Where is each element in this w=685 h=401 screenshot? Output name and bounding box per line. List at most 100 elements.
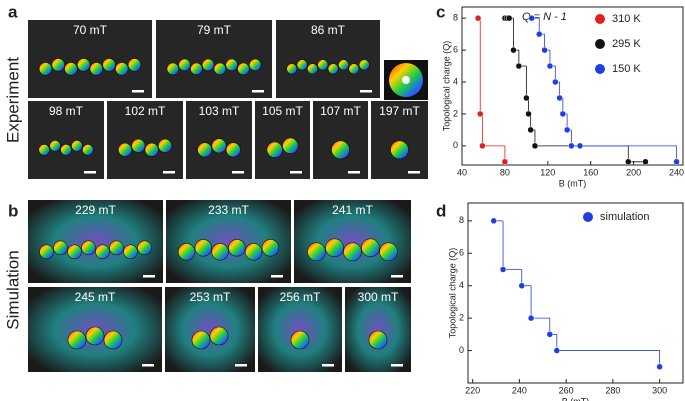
data-point (531, 142, 539, 150)
image-tile: 70 mT (28, 20, 152, 98)
x-tick-label: 240 (669, 167, 684, 177)
image-label: 233 mT (208, 203, 249, 217)
y-tick-label: 0 (459, 345, 464, 355)
skyrmion (115, 62, 129, 76)
data-point (576, 142, 584, 150)
skyrmion (102, 58, 116, 72)
skyrmion (131, 138, 146, 153)
skyrmion (306, 63, 318, 75)
skyrmion (194, 239, 213, 257)
data-point (528, 14, 535, 22)
image (28, 200, 163, 283)
scale-bar (348, 171, 360, 174)
data-point (525, 110, 532, 118)
image-tile: 102 mT (107, 101, 183, 179)
image-label: 79 mT (197, 23, 232, 37)
image-label: 102 mT (125, 104, 166, 118)
skyrmion (307, 242, 326, 262)
x-axis-title: B (mT) (562, 396, 590, 401)
image-label: 98 mT (49, 104, 84, 118)
data-point (535, 30, 543, 38)
skyrmion (177, 243, 196, 261)
x-tick-label: 260 (559, 385, 574, 395)
image-label: 229 mT (75, 203, 116, 217)
image-label: 253 mT (190, 290, 231, 304)
skyrmion (190, 62, 203, 75)
image-tile: 253 mT (165, 287, 255, 372)
data-point (568, 142, 575, 150)
panel-label: b (8, 201, 18, 220)
skyrmion (358, 59, 370, 71)
scale-bar (391, 275, 403, 278)
y-tick-label: 2 (459, 313, 464, 323)
skyrmion (327, 63, 339, 75)
image-label: 256 mT (280, 290, 321, 304)
x-tick-label: 40 (457, 167, 467, 177)
skyrmion (282, 137, 299, 154)
image-tile: 197 mT (371, 101, 428, 179)
skyrmion (286, 63, 298, 75)
x-tick-label: 80 (500, 167, 510, 177)
image-label: 197 mT (379, 104, 420, 118)
scale-bar (143, 275, 155, 278)
legend-label: 310 K (612, 13, 641, 25)
skyrmion (343, 242, 362, 262)
skyrmion (228, 239, 246, 257)
scale-bar (232, 171, 244, 174)
scale-bar (235, 364, 247, 367)
image-label: 70 mT (73, 23, 108, 37)
scale-bar (408, 171, 420, 174)
skyrmion (67, 330, 87, 350)
skyrmion (368, 330, 388, 350)
data-point (625, 158, 632, 166)
image-label: 103 mT (199, 104, 240, 118)
image-tile: 107 mT (313, 101, 368, 179)
skyrmion (211, 138, 227, 154)
data-point (552, 78, 559, 86)
row-label: Experiment (3, 57, 22, 143)
data-point (546, 331, 554, 338)
skyrmion (127, 58, 142, 72)
x-tick-label: 220 (465, 385, 480, 395)
scale-bar (132, 90, 144, 93)
skyrmion (201, 58, 215, 71)
skyrmion (53, 240, 68, 256)
skyrmion (361, 238, 380, 258)
skyrmion (331, 140, 350, 160)
image-tile: 79 mT (156, 20, 272, 98)
panel-label: c (436, 2, 445, 21)
y-tick-label: 0 (453, 140, 458, 150)
image-label: 300 mT (358, 290, 399, 304)
skyrmion (290, 330, 310, 350)
skyrmion (144, 142, 159, 157)
skyrmion (123, 244, 138, 260)
image-label: 86 mT (311, 23, 346, 37)
skyrmion (178, 58, 191, 71)
legend-marker (595, 39, 605, 49)
image-tile: 241 mT (294, 200, 411, 283)
legend-marker (595, 64, 605, 74)
legend-label: 150 K (612, 63, 641, 75)
legend-marker (583, 212, 593, 222)
legend-marker (595, 14, 605, 24)
data-point (501, 158, 509, 166)
data-point (656, 363, 663, 371)
image-tile: 300 mT (345, 287, 411, 372)
scale-bar (142, 364, 154, 367)
skyrmion (211, 243, 229, 261)
x-tick-label: 120 (540, 167, 555, 177)
row-label: Simulation (3, 250, 22, 329)
image (107, 101, 183, 179)
skyrmion (261, 239, 280, 257)
data-point (541, 46, 548, 54)
skyrmion (103, 330, 123, 350)
data-point (499, 266, 507, 273)
color-wheel (384, 60, 428, 100)
image-tile: 229 mT (28, 200, 163, 283)
image-tile: 233 mT (166, 200, 291, 283)
skyrmion (109, 240, 124, 256)
scale-bar (290, 171, 302, 174)
image (371, 101, 428, 179)
data-point (527, 126, 534, 134)
skyrmion (237, 62, 250, 75)
